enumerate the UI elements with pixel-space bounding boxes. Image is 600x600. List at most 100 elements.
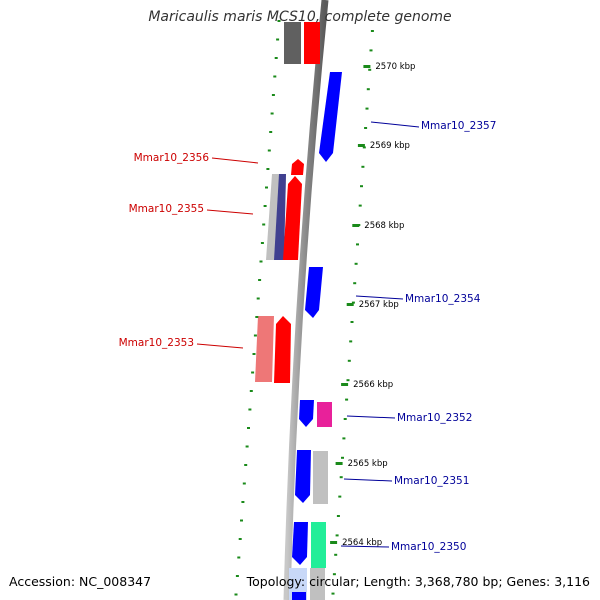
tick bbox=[247, 427, 250, 429]
tick bbox=[349, 340, 353, 343]
label-leader-line bbox=[211, 157, 259, 164]
gene-block bbox=[274, 316, 291, 383]
ruler-label: 2568 kbp bbox=[364, 221, 404, 231]
tick bbox=[370, 30, 374, 32]
gene-block bbox=[299, 400, 314, 427]
tick bbox=[253, 334, 257, 337]
reverse-strand-genes bbox=[289, 72, 342, 600]
label-leader-line bbox=[343, 478, 393, 482]
gene-label[interactable]: Mmar10_2357 bbox=[421, 120, 496, 132]
ruler-label: 2565 kbp bbox=[348, 459, 388, 469]
tick bbox=[345, 398, 349, 401]
ruler-label: 2570 kbp bbox=[375, 62, 415, 72]
tick bbox=[248, 408, 252, 411]
genome-summary: Topology: circular; Length: 3,368,780 bp… bbox=[246, 574, 590, 589]
scale-ticks bbox=[234, 20, 374, 596]
tick bbox=[276, 38, 280, 41]
tick bbox=[270, 112, 274, 115]
tick bbox=[362, 146, 366, 149]
tick bbox=[242, 482, 246, 485]
tick bbox=[368, 68, 372, 71]
gene-labels: Mmar10_2357 Mmar10_2356 Mmar10_2355 Mmar10_… bbox=[119, 120, 497, 553]
tick bbox=[259, 260, 263, 263]
tick bbox=[277, 20, 281, 22]
tick bbox=[369, 49, 373, 52]
tick bbox=[245, 445, 249, 448]
gene-block bbox=[274, 174, 286, 260]
major-tick bbox=[335, 462, 343, 465]
gene-mmar10-2357[interactable] bbox=[319, 72, 342, 162]
tick bbox=[342, 437, 346, 440]
gene-label[interactable]: Mmar10_2353 bbox=[119, 337, 194, 349]
gene-label[interactable]: Mmar10_2356 bbox=[134, 152, 210, 164]
tick bbox=[255, 316, 259, 318]
tick bbox=[260, 242, 264, 244]
gene-mmar10-2356[interactable] bbox=[291, 159, 304, 175]
tick bbox=[364, 127, 368, 129]
tick bbox=[262, 223, 266, 226]
tick bbox=[356, 243, 359, 246]
label-leader-line bbox=[370, 121, 420, 128]
gene-label[interactable]: Mmar10_2351 bbox=[394, 475, 469, 487]
tick bbox=[241, 501, 245, 503]
gene-label[interactable]: Mmar10_2352 bbox=[397, 412, 472, 424]
gene-mmar10-2353[interactable] bbox=[255, 316, 274, 382]
gene-label[interactable]: Mmar10_2350 bbox=[391, 541, 466, 553]
major-tick bbox=[346, 303, 354, 306]
tick bbox=[339, 476, 343, 479]
tick bbox=[350, 321, 354, 323]
tick bbox=[271, 94, 275, 96]
gene-block bbox=[304, 22, 320, 64]
map-title: Maricaulis maris MCS10, complete genome bbox=[148, 9, 452, 25]
tick bbox=[354, 262, 358, 265]
gene-mmar10-2350[interactable] bbox=[311, 522, 326, 568]
tick bbox=[335, 534, 339, 537]
accession-label: Accession: NC_008347 bbox=[9, 574, 152, 589]
tick bbox=[235, 575, 239, 577]
tick bbox=[251, 371, 255, 374]
gene-label[interactable]: Mmar10_2355 bbox=[129, 203, 204, 215]
tick bbox=[358, 204, 362, 207]
tick bbox=[360, 185, 363, 188]
major-tick bbox=[352, 224, 360, 227]
tick bbox=[334, 553, 338, 556]
tick bbox=[238, 538, 242, 540]
gene-block bbox=[292, 522, 308, 565]
tick bbox=[353, 282, 357, 285]
label-leader-line bbox=[346, 415, 396, 419]
major-tick bbox=[341, 383, 349, 386]
tick bbox=[265, 186, 268, 189]
ruler-label: 2567 kbp bbox=[359, 300, 399, 310]
gene-label[interactable]: Mmar10_2354 bbox=[405, 293, 481, 305]
tick bbox=[266, 168, 270, 170]
gene-mmar10-2352[interactable] bbox=[317, 402, 332, 427]
gene-mmar10-2355[interactable] bbox=[283, 176, 302, 260]
label-leader-line bbox=[196, 343, 244, 349]
major-tick bbox=[363, 65, 371, 68]
tick bbox=[273, 75, 277, 78]
tick bbox=[269, 131, 273, 133]
tick bbox=[343, 418, 347, 420]
major-tick bbox=[330, 541, 338, 544]
tick bbox=[365, 107, 369, 110]
tick bbox=[332, 573, 336, 576]
gene-mmar10-2351[interactable] bbox=[313, 451, 328, 504]
tick bbox=[240, 519, 243, 522]
tick bbox=[252, 353, 256, 355]
tick bbox=[331, 592, 335, 595]
tick bbox=[274, 57, 278, 59]
gene-block bbox=[284, 22, 301, 64]
tick bbox=[361, 165, 365, 168]
backbone bbox=[283, 0, 329, 600]
tick bbox=[237, 556, 241, 559]
tick bbox=[336, 515, 340, 517]
major-tick bbox=[357, 144, 365, 147]
tick bbox=[244, 464, 248, 466]
forward-strand-genes bbox=[255, 22, 320, 383]
tick bbox=[256, 297, 260, 300]
tick bbox=[267, 149, 271, 152]
label-leader-line bbox=[355, 295, 404, 300]
tick bbox=[234, 593, 238, 596]
gene-mmar10-2354[interactable] bbox=[305, 267, 323, 318]
